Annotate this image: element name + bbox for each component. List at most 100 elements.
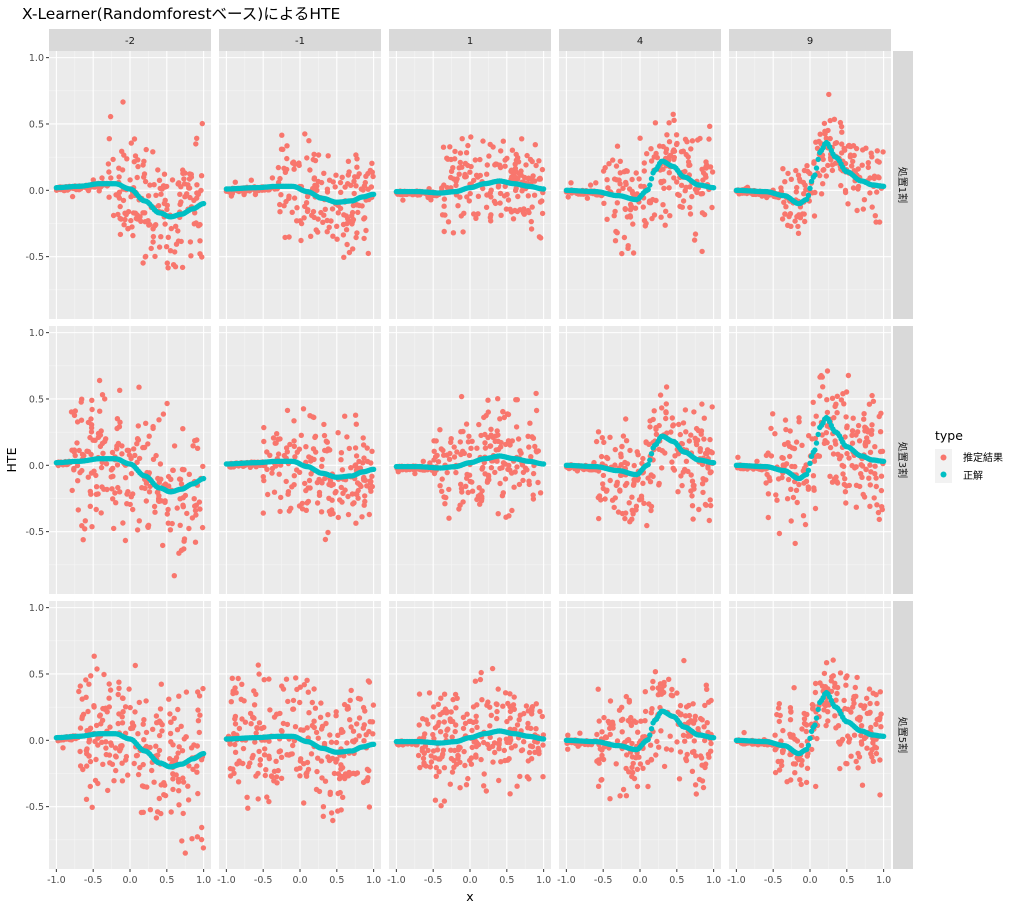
estimate-point <box>671 156 677 162</box>
estimate-point <box>796 176 803 182</box>
estimate-point <box>876 175 882 181</box>
estimate-point <box>175 750 181 756</box>
estimate-point <box>118 216 124 222</box>
estimate-point <box>199 524 206 531</box>
estimate-point <box>535 479 541 486</box>
estimate-point <box>318 700 324 706</box>
estimate-point <box>457 159 463 166</box>
estimate-point <box>497 480 503 487</box>
estimate-point <box>103 436 109 442</box>
estimate-point <box>179 838 185 844</box>
estimate-point <box>251 688 257 694</box>
estimate-point <box>707 123 713 129</box>
estimate-point <box>134 752 140 759</box>
estimate-point <box>778 185 784 191</box>
estimate-point <box>89 406 95 413</box>
estimate-point <box>339 174 345 180</box>
estimate-point <box>170 742 176 748</box>
estimate-point <box>136 699 142 706</box>
estimate-point <box>858 462 864 468</box>
estimate-point <box>297 773 303 779</box>
estimate-point <box>294 218 300 224</box>
estimate-point <box>615 509 622 515</box>
estimate-point <box>99 484 105 490</box>
estimate-point <box>604 177 610 183</box>
estimate-point <box>448 156 454 163</box>
estimate-point <box>497 164 504 171</box>
x-tick-label: 1.0 <box>196 875 211 886</box>
estimate-point <box>345 511 352 518</box>
estimate-point <box>108 742 115 748</box>
facet-panel <box>559 326 721 594</box>
estimate-point <box>181 538 187 544</box>
estimate-point <box>428 759 435 765</box>
estimate-point <box>250 752 256 759</box>
estimate-point <box>691 409 697 415</box>
estimate-point <box>273 758 279 764</box>
estimate-point <box>196 499 203 505</box>
estimate-point <box>457 439 463 445</box>
estimate-point <box>186 471 192 477</box>
estimate-point <box>334 223 340 229</box>
estimate-point <box>671 117 677 124</box>
estimate-point <box>364 778 370 784</box>
estimate-point <box>304 208 311 215</box>
estimate-point <box>142 485 148 491</box>
estimate-point <box>811 159 817 165</box>
facet-strip-col-label: 1 <box>467 36 473 47</box>
truth-point <box>805 192 812 198</box>
estimate-point <box>232 741 238 748</box>
estimate-point <box>358 186 364 192</box>
estimate-point <box>291 418 297 424</box>
estimate-point <box>98 464 105 471</box>
estimate-point <box>827 135 833 142</box>
estimate-point <box>251 715 257 721</box>
estimate-point <box>311 686 317 692</box>
estimate-point <box>661 185 667 191</box>
estimate-point <box>256 720 263 726</box>
estimate-point <box>629 494 635 500</box>
estimate-point <box>362 215 368 221</box>
estimate-point <box>528 226 535 232</box>
y-tick-label: -0.5 <box>25 802 44 813</box>
estimate-point <box>228 699 234 705</box>
estimate-point <box>141 783 147 790</box>
estimate-point <box>659 405 665 411</box>
estimate-point <box>619 443 625 450</box>
estimate-point <box>318 179 325 186</box>
estimate-point <box>195 718 202 724</box>
estimate-point <box>189 836 195 842</box>
estimate-point <box>120 99 126 105</box>
estimate-point <box>355 487 361 494</box>
estimate-point <box>690 516 696 522</box>
estimate-point <box>678 149 685 155</box>
estimate-point <box>106 695 112 701</box>
estimate-point <box>281 203 287 209</box>
estimate-point <box>168 809 174 815</box>
estimate-point <box>309 699 315 706</box>
estimate-point <box>495 182 502 189</box>
estimate-point <box>678 182 685 188</box>
estimate-point <box>437 427 443 433</box>
estimate-point <box>315 735 321 741</box>
estimate-point <box>90 177 97 183</box>
estimate-point <box>310 446 317 452</box>
estimate-point <box>181 467 187 473</box>
estimate-point <box>236 725 243 732</box>
estimate-point <box>692 231 699 237</box>
estimate-point <box>793 189 799 195</box>
estimate-point <box>285 698 291 705</box>
estimate-point <box>867 462 873 468</box>
estimate-point <box>261 724 267 731</box>
estimate-point <box>530 173 536 179</box>
facet-strip-col <box>49 29 211 51</box>
estimate-point <box>529 204 535 210</box>
estimate-point <box>324 189 331 195</box>
y-tick-label: 0.0 <box>29 461 44 472</box>
estimate-point <box>338 457 344 463</box>
estimate-point <box>79 715 85 722</box>
estimate-point <box>869 422 875 428</box>
estimate-point <box>297 758 304 764</box>
estimate-point <box>484 162 490 168</box>
estimate-point <box>616 188 622 194</box>
